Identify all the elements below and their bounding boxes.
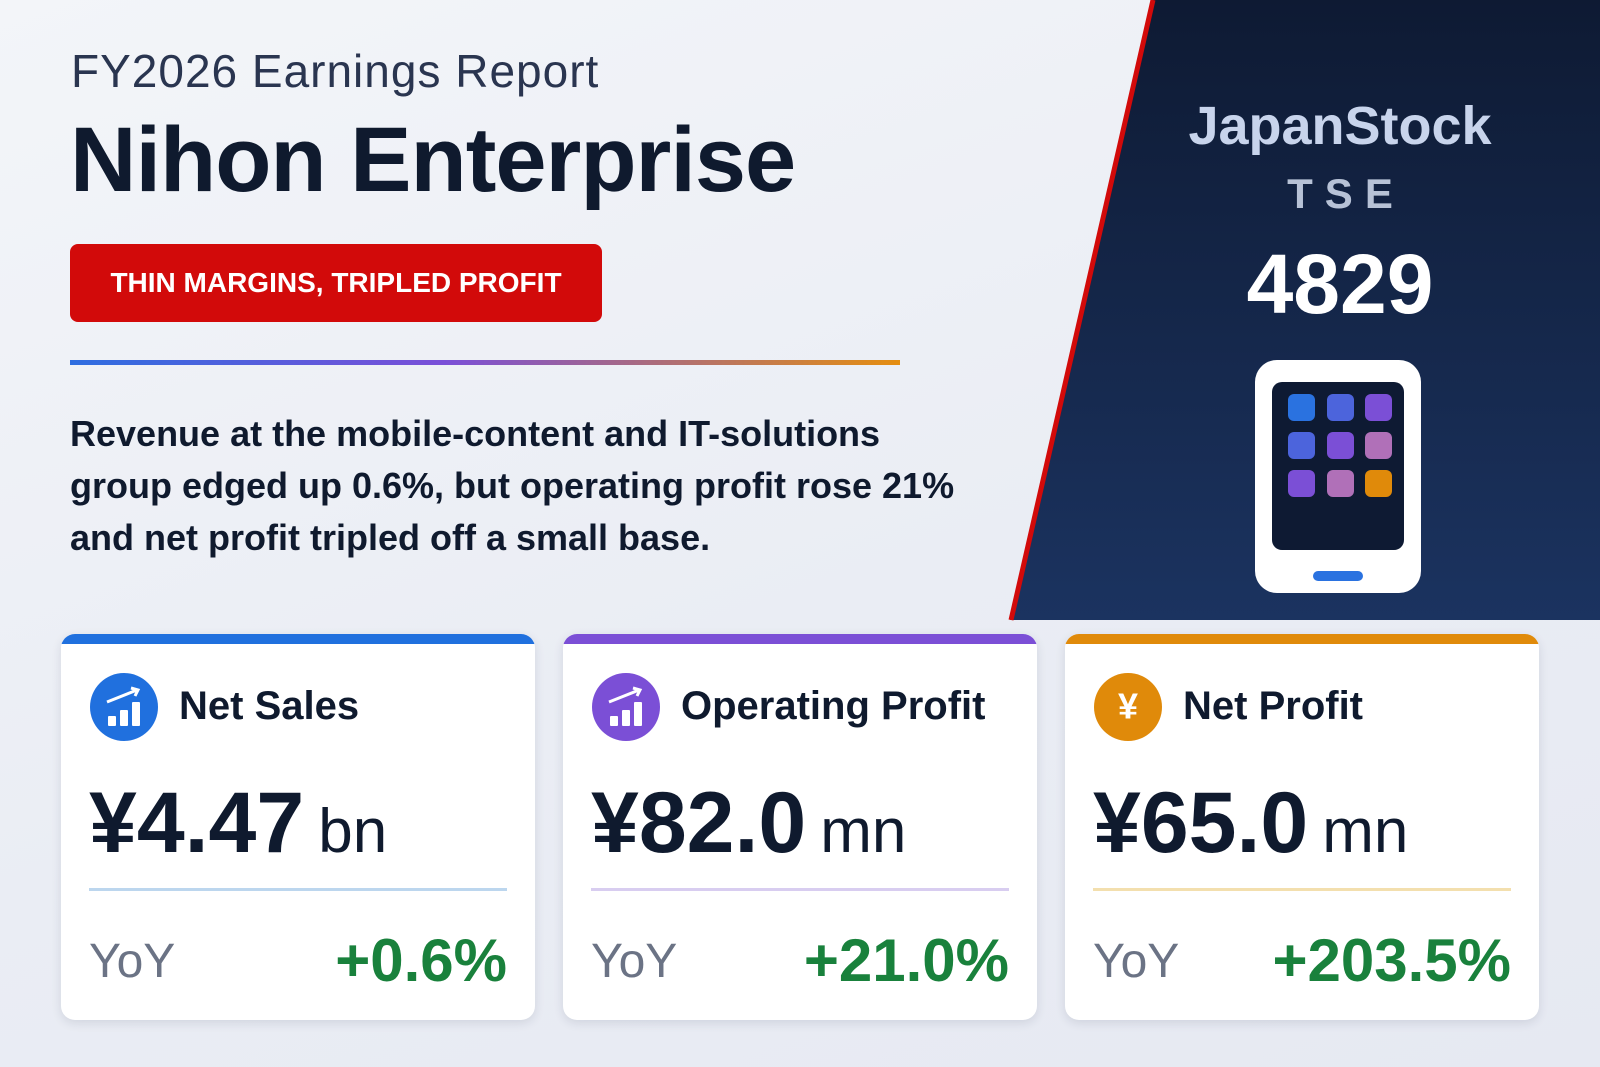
amount: ¥65.0 mn [1093,774,1408,873]
amount: ¥4.47 bn [89,774,387,873]
amount-value: ¥82.0 [591,775,807,871]
yoy-label: YoY [1093,935,1180,988]
card-separator [1093,888,1511,891]
chart-icon [90,673,158,741]
card-bar [1065,634,1539,644]
card-separator [89,888,507,891]
yoy-value: +0.6% [335,927,507,994]
amount-value: ¥65.0 [1093,775,1309,871]
card-bar [61,634,535,644]
amount-unit: bn [318,797,388,866]
metric-card: Net Sales ¥4.47 bn YoY +0.6% [61,634,535,1020]
yoy-label: YoY [591,935,678,988]
card-title: Net Profit [1183,684,1363,728]
panel-bg [1010,0,1600,620]
card-bar [563,634,1037,644]
yoy-label: YoY [89,935,176,988]
card-title: Net Sales [179,684,360,728]
exchange: TSE [1287,170,1405,217]
icon-text: ¥ [1118,686,1138,727]
chart-icon [592,673,660,741]
amount-unit: mn [1322,797,1409,866]
amount-unit: mn [820,797,907,866]
yen-icon: ¥ [1094,673,1162,741]
amount: ¥82.0 mn [591,774,906,873]
title: Nihon Enterprise [70,109,796,211]
stock-code: 4829 [1246,237,1434,331]
yoy-value: +203.5% [1272,927,1511,994]
description: Revenue at the mobile-content and IT-sol… [70,413,955,558]
metric-card: ¥ Net Profit ¥65.0 mn YoY +203.5% [1065,634,1539,1020]
card-separator [591,888,1009,891]
amount-value: ¥4.47 [89,775,305,871]
metric-card: Operating Profit ¥82.0 mn YoY +21.0% [563,634,1037,1020]
card-title: Operating Profit [681,684,986,728]
tablet-icon [1255,360,1421,593]
brand-name: JapanStock [1188,96,1492,156]
subtitle: FY2026 Earnings Report [71,45,600,97]
panel-edge [1008,0,1156,621]
yoy-value: +21.0% [803,927,1009,994]
brand-panel [1008,0,1600,621]
badge: THIN MARGINS, TRIPLED PROFIT [70,244,602,322]
divider [70,360,900,365]
